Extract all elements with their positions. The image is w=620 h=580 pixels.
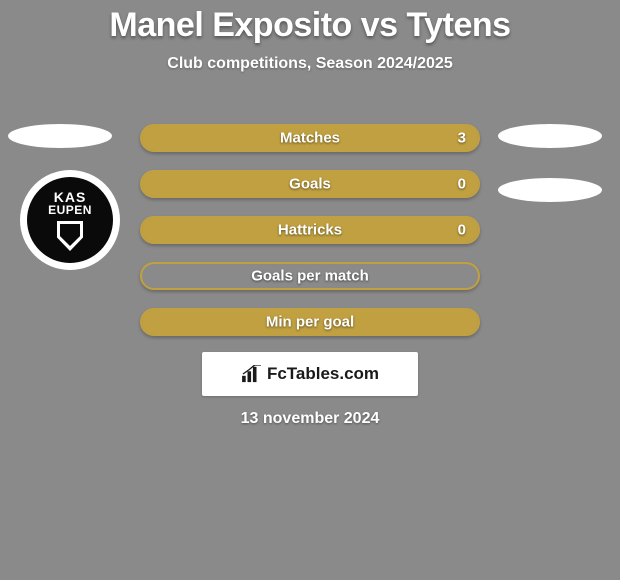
stat-label: Min per goal: [266, 314, 354, 331]
crest-text-line2: EUPEN: [48, 203, 92, 217]
stat-value: 0: [458, 176, 466, 193]
comparison-subtitle: Club competitions, Season 2024/2025: [0, 55, 620, 73]
club-crest: KAS EUPEN: [20, 170, 120, 270]
decor-oval-left: [8, 124, 112, 148]
stat-bar: Goals 0: [140, 170, 480, 198]
stats-bar-group: Matches 3 Goals 0 Hattricks 0 Goals per match M…: [140, 124, 480, 354]
stat-label: Goals per match: [251, 268, 369, 285]
stat-label: Goals: [289, 176, 331, 193]
snapshot-date: 13 november 2024: [241, 410, 380, 428]
club-crest-inner: KAS EUPEN: [27, 177, 113, 263]
comparison-title: Manel Exposito vs Tytens: [0, 0, 620, 45]
bar-chart-icon: [241, 365, 263, 383]
stat-bar: Hattricks 0: [140, 216, 480, 244]
stat-value: 0: [458, 222, 466, 239]
attribution-box[interactable]: FcTables.com: [202, 352, 418, 396]
stat-label: Hattricks: [278, 222, 342, 239]
stat-bar: Goals per match: [140, 262, 480, 290]
stat-label: Matches: [280, 130, 340, 147]
stat-value: 3: [458, 130, 466, 147]
decor-oval-right-2: [498, 178, 602, 202]
stat-bar: Min per goal: [140, 308, 480, 336]
attribution-text: FcTables.com: [267, 364, 379, 384]
shield-icon: [57, 221, 83, 251]
decor-oval-right-1: [498, 124, 602, 148]
stat-bar: Matches 3: [140, 124, 480, 152]
